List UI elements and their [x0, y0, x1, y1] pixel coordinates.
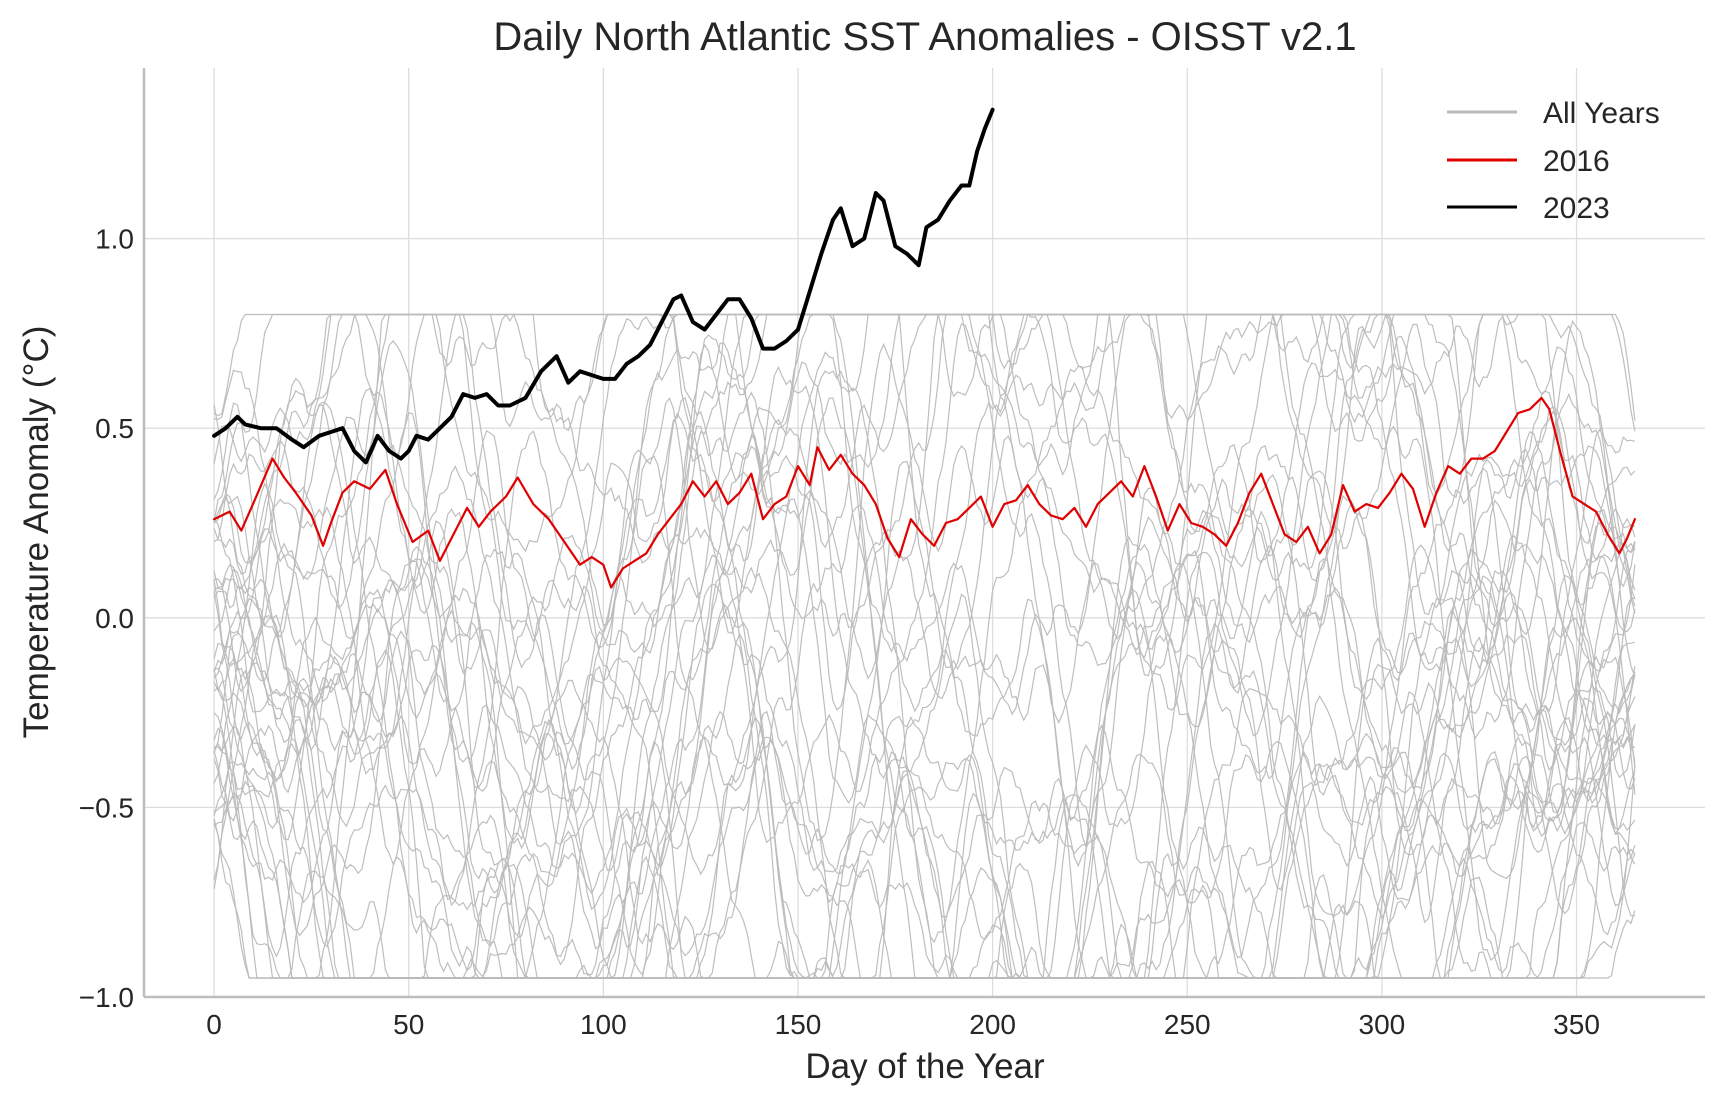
highlight-series	[212, 107, 1637, 589]
legend-label-all-years: All Years	[1543, 97, 1660, 130]
all-years-lines	[213, 313, 1636, 980]
x-tick-label: 300	[1359, 1009, 1406, 1040]
all-years-line	[213, 546, 1636, 979]
legend-label-2016: 2016	[1543, 145, 1610, 178]
y-tick-label: 0.0	[95, 603, 134, 634]
all-years-line	[213, 465, 1636, 979]
y-axis-label: Temperature Anomaly (°C)	[17, 326, 56, 739]
series-line-2023	[212, 107, 995, 465]
chart-title: Daily North Atlantic SST Anomalies - OIS…	[493, 15, 1356, 59]
all-years-line	[213, 313, 1636, 979]
x-tick-label: 0	[206, 1009, 222, 1040]
x-tick-label: 50	[393, 1009, 424, 1040]
y-tick-label: −1.0	[79, 982, 134, 1013]
x-tick-label: 150	[775, 1009, 822, 1040]
legend-label-2023: 2023	[1543, 192, 1610, 225]
y-tick-label: 0.5	[95, 413, 134, 444]
x-tick-label: 200	[969, 1009, 1016, 1040]
all-years-line	[213, 402, 1636, 979]
all-years-line	[213, 313, 1635, 979]
y-tick-label: 1.0	[95, 224, 134, 255]
x-tick-label: 100	[580, 1009, 627, 1040]
all-years-line	[213, 342, 1636, 846]
all-years-line	[213, 603, 1636, 979]
series-line-2016	[213, 396, 1637, 589]
all-years-line	[214, 313, 1635, 948]
all-years-line	[213, 397, 1636, 979]
x-tick-label: 250	[1164, 1009, 1211, 1040]
x-axis-label: Day of the Year	[805, 1047, 1045, 1086]
all-years-line	[213, 313, 1636, 979]
axes-layer	[142, 68, 1705, 999]
x-tick-label: 350	[1553, 1009, 1600, 1040]
all-years-line	[213, 313, 1636, 979]
all-years-line	[213, 313, 1636, 868]
tick-labels: 0 50 100 150 200 250 300 350 −1.0 −0.5 0.0 0.5 1.0	[79, 224, 1600, 1040]
y-tick-label: −0.5	[79, 792, 134, 823]
legend: All Years 2016 2023	[1447, 97, 1660, 225]
all-years-line	[213, 313, 1636, 979]
